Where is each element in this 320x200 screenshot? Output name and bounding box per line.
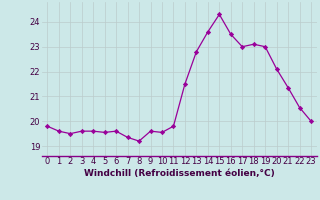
X-axis label: Windchill (Refroidissement éolien,°C): Windchill (Refroidissement éolien,°C)	[84, 169, 275, 178]
